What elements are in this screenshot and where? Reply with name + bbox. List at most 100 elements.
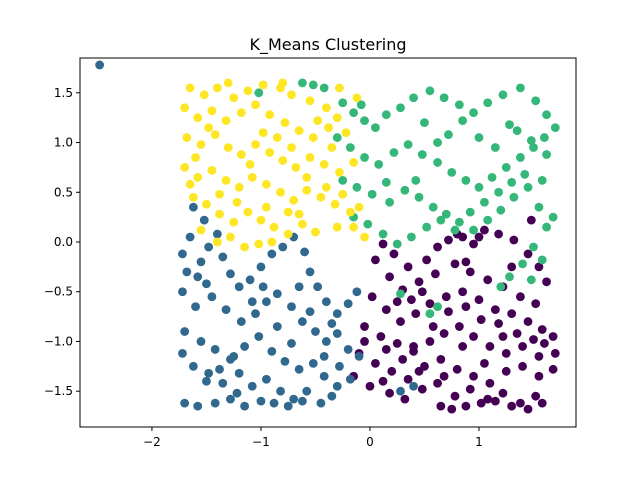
- data-point: [534, 202, 544, 212]
- data-point: [392, 239, 402, 249]
- data-point: [332, 309, 342, 319]
- data-point: [461, 401, 471, 411]
- data-point: [226, 269, 235, 279]
- data-point: [204, 242, 214, 252]
- data-point: [507, 309, 517, 319]
- data-point: [381, 345, 391, 354]
- data-point: [444, 235, 453, 245]
- data-point: [436, 215, 446, 225]
- data-point: [180, 103, 190, 113]
- data-point: [425, 299, 435, 309]
- data-point: [280, 118, 290, 128]
- data-point: [221, 305, 231, 315]
- data-point: [490, 396, 500, 406]
- data-point: [258, 128, 268, 138]
- data-point: [180, 327, 190, 336]
- data-point: [343, 299, 353, 309]
- data-point: [523, 182, 533, 192]
- data-point: [381, 177, 391, 187]
- data-point: [469, 332, 478, 341]
- data-point: [218, 378, 228, 388]
- data-point: [450, 225, 460, 235]
- data-point: [319, 351, 329, 361]
- data-point: [193, 401, 203, 411]
- data-point: [305, 153, 315, 162]
- data-point: [385, 388, 394, 398]
- data-point: [454, 217, 464, 227]
- data-point: [461, 257, 471, 267]
- data-point: [251, 100, 260, 110]
- data-point: [539, 133, 549, 142]
- x-tick-label: −1: [252, 435, 270, 449]
- data-point: [360, 337, 369, 346]
- data-point: [526, 215, 536, 225]
- data-point: [444, 307, 453, 317]
- data-point: [199, 90, 209, 100]
- data-point: [417, 384, 427, 394]
- data-point: [251, 309, 260, 319]
- data-point: [297, 396, 307, 406]
- data-point: [212, 229, 222, 239]
- data-point: [294, 282, 304, 292]
- data-point: [210, 398, 220, 408]
- data-point: [240, 242, 250, 252]
- data-point: [289, 195, 299, 205]
- y-tick-label: 0.0: [54, 235, 73, 249]
- data-point: [422, 255, 432, 265]
- data-point: [262, 202, 271, 212]
- data-point: [529, 143, 538, 152]
- data-point: [441, 292, 451, 302]
- data-point: [332, 381, 342, 391]
- data-point: [265, 148, 275, 157]
- data-point: [376, 332, 386, 341]
- data-point: [297, 78, 307, 88]
- data-point: [280, 356, 290, 366]
- data-point: [283, 401, 293, 411]
- data-point: [332, 113, 342, 123]
- data-point: [542, 110, 551, 120]
- data-point: [428, 202, 438, 212]
- data-point: [371, 123, 380, 133]
- data-point: [343, 345, 353, 354]
- data-point: [223, 78, 233, 88]
- data-point: [447, 404, 457, 414]
- data-point: [505, 272, 514, 282]
- data-point: [321, 103, 331, 113]
- data-point: [387, 366, 397, 376]
- data-point: [267, 237, 277, 247]
- data-point: [352, 93, 362, 103]
- data-point: [385, 272, 394, 282]
- data-point: [518, 361, 527, 371]
- data-point: [501, 349, 511, 358]
- data-point: [542, 222, 551, 232]
- data-point: [308, 80, 318, 90]
- data-point: [414, 192, 424, 202]
- data-point: [381, 110, 391, 120]
- data-point: [202, 279, 211, 289]
- data-point: [267, 249, 277, 259]
- data-point: [300, 247, 309, 257]
- data-point: [396, 289, 405, 299]
- data-point: [319, 83, 329, 93]
- data-point: [378, 239, 388, 249]
- data-point: [226, 232, 235, 242]
- data-point: [461, 302, 471, 312]
- x-tick-label: −2: [143, 435, 161, 449]
- data-point: [409, 381, 418, 391]
- data-point: [501, 163, 511, 172]
- data-point: [245, 160, 255, 169]
- data-point: [278, 156, 288, 165]
- data-point: [367, 189, 377, 199]
- data-point: [507, 177, 517, 187]
- data-point: [356, 100, 366, 110]
- data-point: [218, 252, 228, 262]
- data-point: [498, 388, 508, 398]
- data-point: [345, 143, 355, 152]
- data-point: [243, 207, 253, 217]
- data-point: [430, 269, 440, 279]
- data-point: [302, 386, 312, 396]
- data-point: [548, 332, 558, 341]
- data-point: [207, 106, 217, 116]
- data-point: [523, 404, 533, 414]
